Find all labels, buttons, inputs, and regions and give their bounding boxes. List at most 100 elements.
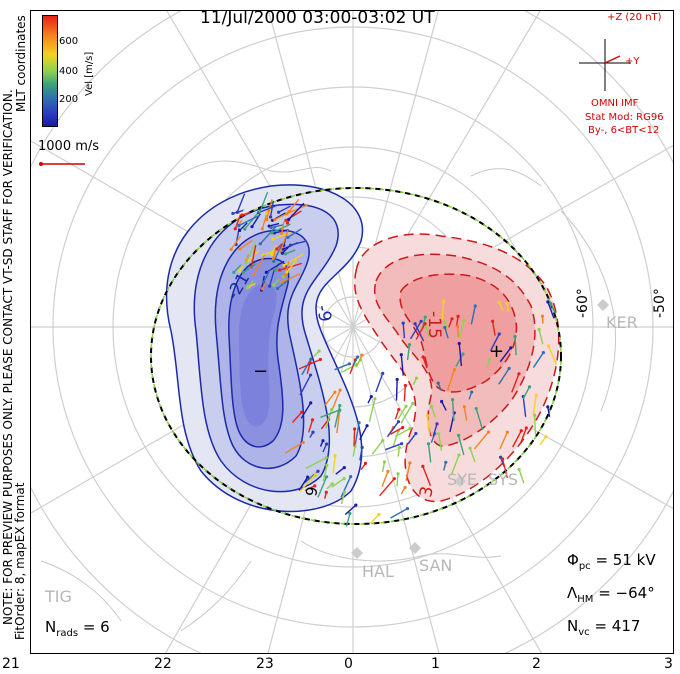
velocity-vector-origin: [280, 231, 284, 235]
velocity-vector: [259, 192, 269, 213]
velocity-vector: [405, 462, 411, 481]
imf-z-label: +Z (20 nT): [607, 12, 662, 23]
velocity-vector: [259, 226, 277, 245]
velocity-vector: [368, 398, 376, 422]
velocity-vector: [271, 223, 291, 234]
station-ker: KER: [606, 313, 638, 332]
velocity-vector: [390, 507, 408, 519]
velocity-vector-origin: [399, 353, 403, 357]
velocity-vector-origin: [505, 301, 509, 305]
velocity-vector-origin: [468, 446, 472, 450]
velocity-vector-origin: [451, 397, 455, 402]
imf-y-label: +Y: [625, 56, 640, 67]
velocity-vector-origin: [244, 261, 248, 265]
velocity-vector-origin: [260, 287, 264, 291]
velocity-vector-origin: [285, 270, 289, 274]
velocity-vector: [261, 207, 270, 230]
velocity-vector: [359, 425, 368, 440]
contour-label-neg9: -9: [312, 303, 335, 323]
velocity-vector: [444, 327, 449, 339]
velocity-vector-origin: [462, 318, 466, 323]
velocity-vector-origin: [241, 270, 245, 275]
velocity-vector: [287, 228, 302, 238]
mlt-tick-23: 23: [256, 656, 274, 672]
velocity-vector: [392, 430, 399, 448]
velocity-vector: [263, 269, 271, 283]
velocity-vector: [233, 264, 242, 273]
lambda-symbol: Λ: [567, 584, 578, 602]
velocity-vector-origin: [268, 284, 272, 288]
velocity-vector-origin: [310, 418, 315, 422]
velocity-vector: [290, 240, 307, 246]
velocity-vector: [283, 253, 304, 266]
velocity-vector-origin: [321, 439, 325, 443]
velocity-vector-origin: [403, 485, 407, 490]
velocity-vector-origin: [330, 482, 334, 486]
velocity-vector: [266, 199, 273, 220]
velocity-vector: [469, 447, 476, 463]
velocity-vector-origin: [258, 210, 262, 214]
velocity-vector-origin: [407, 343, 412, 347]
velocity-vector: [336, 410, 341, 434]
velocity-vector: [426, 415, 431, 436]
latitude-label-60: -60°: [575, 288, 591, 318]
velocity-vector-origin: [268, 215, 273, 219]
nrads-sub: rads: [56, 628, 79, 639]
velocity-vector: [394, 409, 400, 420]
velocity-vector-origin: [245, 286, 249, 290]
velocity-vector: [501, 458, 509, 479]
velocity-vector: [253, 254, 266, 275]
velocity-vector-origin: [348, 511, 352, 516]
velocity-vector-origin: [301, 440, 305, 444]
velocity-vector-origin: [233, 227, 237, 231]
contour-label-3: 3: [416, 485, 438, 499]
velocity-vector-origin: [456, 314, 460, 318]
velocity-vector: [270, 244, 277, 255]
velocity-vector-origin: [271, 237, 275, 241]
coastlines: [40, 160, 616, 632]
nvc-value: = 417: [594, 617, 641, 635]
velocity-vector: [280, 229, 289, 252]
velocity-vector: [268, 222, 280, 227]
velocity-vector-origin: [324, 490, 328, 494]
velocity-vector: [547, 345, 558, 365]
velocity-vector: [324, 391, 336, 406]
contour-label-9: 9: [302, 485, 321, 498]
velocity-vector: [291, 411, 303, 423]
velocity-vector-origin: [396, 420, 401, 424]
velocity-vector-origin: [284, 218, 288, 222]
velocity-vector: [381, 471, 389, 488]
velocity-vector-origin: [537, 327, 541, 332]
velocity-vector-origin: [325, 463, 329, 467]
velocity-vector: [518, 469, 525, 484]
velocity-vector-origin: [309, 401, 313, 405]
velocity-vector: [447, 369, 456, 391]
velocity-vector-origin: [414, 431, 418, 436]
nvc-symbol: N: [567, 617, 579, 635]
velocity-vector-origin: [443, 320, 447, 324]
velocity-vector: [550, 303, 556, 313]
velocity-vector: [236, 193, 246, 213]
velocity-vector-origin: [395, 377, 399, 382]
velocity-vector: [230, 235, 242, 250]
velocity-vector-origin: [311, 430, 315, 434]
velocity-vector-origin: [333, 390, 337, 394]
velocity-vector-origin: [419, 319, 423, 323]
velocity-vector-origin: [318, 357, 322, 362]
velocity-vector-origin: [400, 442, 404, 446]
velocity-vector-origin: [286, 235, 290, 239]
radar-count: Nrads = 6: [45, 618, 110, 639]
velocity-vector: [422, 356, 428, 369]
velocity-vector: [280, 221, 285, 234]
velocity-vector-origin: [269, 226, 273, 230]
mlt-tick-2: 2: [532, 656, 541, 672]
velocity-vector: [390, 426, 404, 435]
velocity-vector: [344, 504, 357, 516]
velocity-vector-origin: [517, 372, 521, 376]
potential-minimum-marker: −: [253, 361, 268, 382]
velocity-vector: [278, 205, 291, 213]
velocity-vector: [538, 329, 544, 345]
velocity-vector-origin: [275, 286, 280, 291]
velocity-vector-origin: [262, 280, 266, 284]
velocity-vector: [499, 431, 508, 450]
